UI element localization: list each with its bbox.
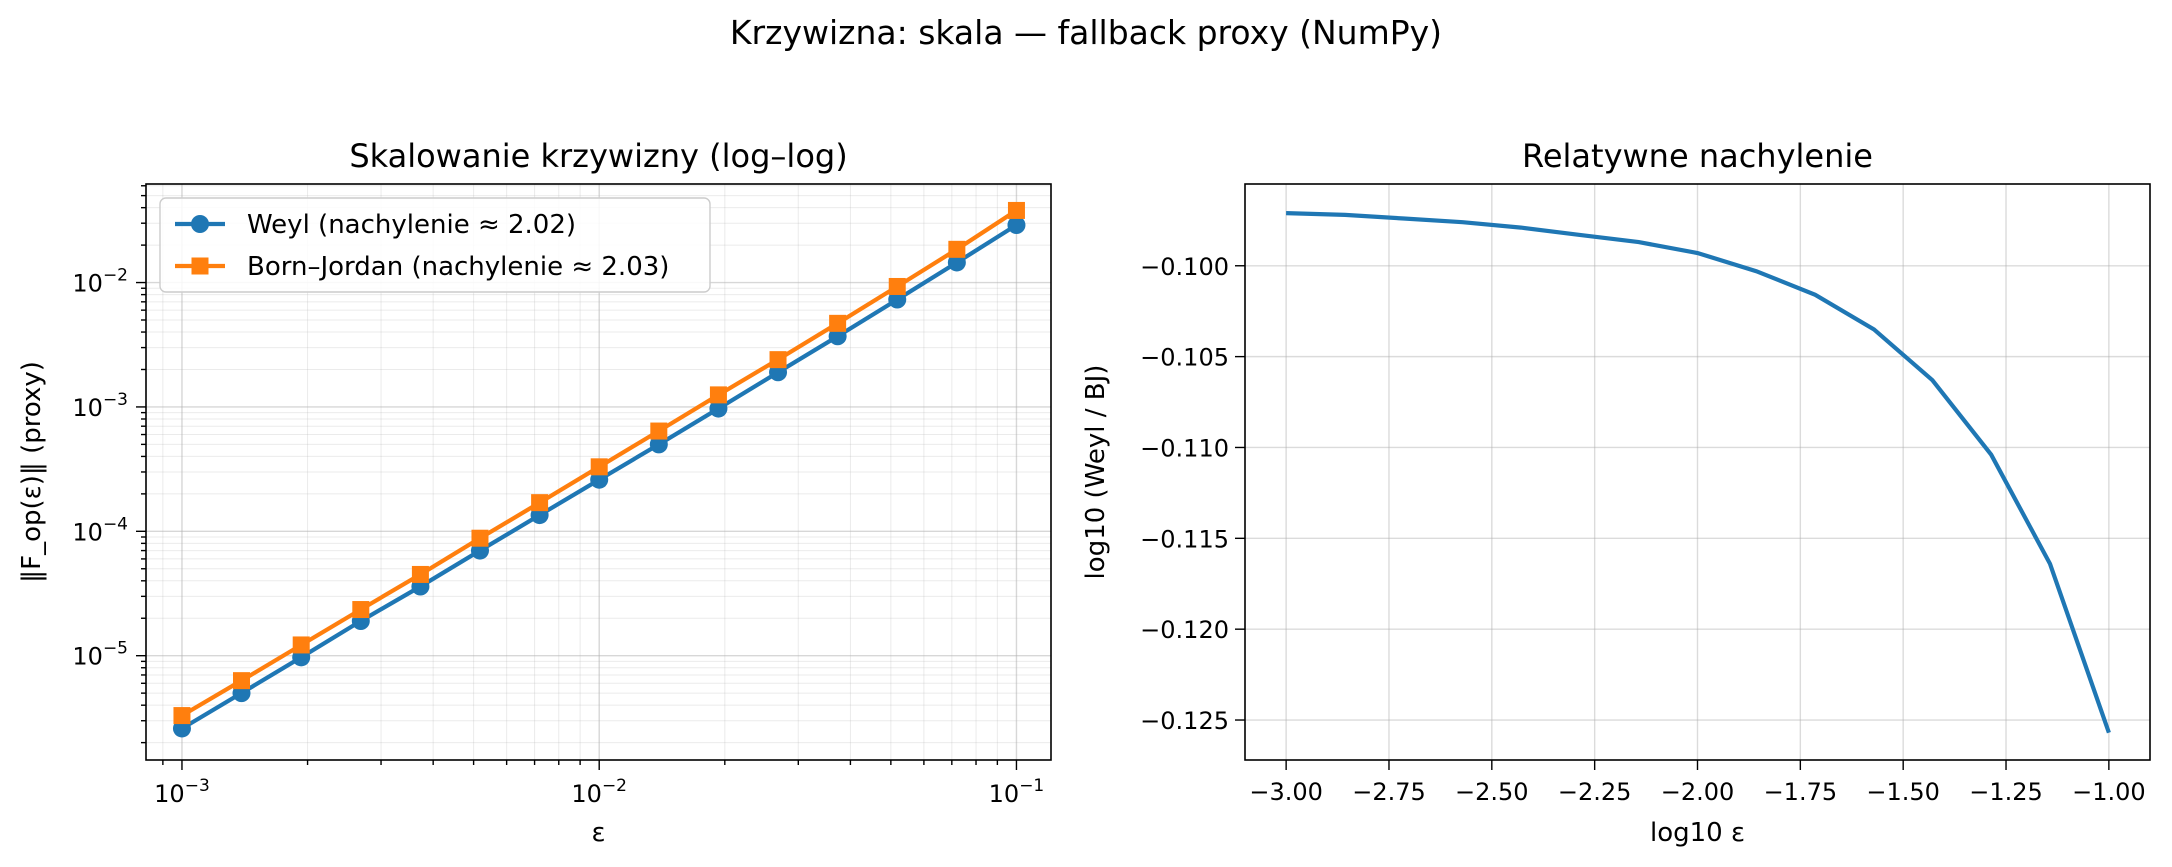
weyl-marker <box>709 399 728 418</box>
x-axis-label: log10 ε <box>1650 818 1745 848</box>
x-tick-label: −2.75 <box>1352 778 1426 806</box>
tick-base: 10 <box>989 780 1020 808</box>
x-tick-label: −2.50 <box>1455 778 1529 806</box>
tick-exponent: −2 <box>103 266 128 286</box>
legend-entry: Weyl (nachylenie ≈ 2.02) <box>247 210 576 240</box>
tick-base: 10 <box>72 270 103 298</box>
born-jordan-marker <box>829 314 847 332</box>
relative-slope-line <box>1286 211 2111 734</box>
x-tick-label: −1.00 <box>2072 778 2146 806</box>
x-tick-label: −3.00 <box>1249 778 1323 806</box>
x-tick-label: −2.00 <box>1661 778 1735 806</box>
tick-base: 10 <box>72 518 103 546</box>
tick-base: 10 <box>72 394 103 422</box>
legend-swatch-marker <box>191 215 209 233</box>
born-jordan-marker <box>173 707 191 725</box>
y-tick-label: −0.105 <box>1140 344 1229 372</box>
born-jordan-marker <box>769 351 787 369</box>
grid-lines <box>1245 184 2150 760</box>
born-jordan-marker <box>590 458 608 476</box>
legend-swatch-marker <box>191 257 209 275</box>
tick-exponent: −3 <box>103 390 128 410</box>
born-jordan-marker <box>292 636 310 654</box>
born-jordan-marker <box>709 386 727 404</box>
tick-exponent: −5 <box>103 639 128 659</box>
tick-base: 10 <box>72 643 103 671</box>
weyl-marker <box>947 253 966 272</box>
legend-entry: Born–Jordan (nachylenie ≈ 2.03) <box>247 252 669 282</box>
x-tick-label: −2.25 <box>1558 778 1632 806</box>
born-jordan-marker <box>352 601 370 619</box>
tick-base: 10 <box>154 780 185 808</box>
y-tick-label: −0.110 <box>1140 434 1229 462</box>
born-jordan-marker <box>948 240 966 258</box>
weyl-marker <box>1007 216 1026 235</box>
x-tick-label: −1.50 <box>1866 778 1940 806</box>
legend: Weyl (nachylenie ≈ 2.02) Born–Jordan (nac… <box>159 197 711 293</box>
y-tick-label: −0.120 <box>1140 616 1229 644</box>
y-axis-label: ‖F_op(ε)‖ (proxy) <box>17 361 47 583</box>
figure-suptitle: Krzywizna: skala — fallback proxy (NumPy… <box>730 13 1442 52</box>
legend-box <box>159 197 711 293</box>
x-tick-label: 10−3 <box>154 776 210 808</box>
tick-exponent: −2 <box>602 776 627 796</box>
y-axis-label: log10 (Weyl / BJ) <box>1081 365 1111 580</box>
born-jordan-marker <box>888 277 906 295</box>
y-tick-label: 10−3 <box>72 390 128 422</box>
y-tick-label: 10−2 <box>72 266 128 298</box>
tick-exponent: −4 <box>103 514 128 534</box>
weyl-marker <box>888 290 907 309</box>
axes-frame <box>145 183 1052 761</box>
y-tick-label: 10−4 <box>72 514 128 546</box>
y-tick-label: −0.125 <box>1140 707 1229 735</box>
tick-base: 10 <box>571 780 602 808</box>
y-tick-label: −0.115 <box>1140 525 1229 553</box>
chart-title: Skalowanie krzywizny (log–log) <box>349 137 847 175</box>
chart-title: Relatywne nachylenie <box>1522 137 1873 175</box>
born-jordan-marker <box>650 422 668 440</box>
x-tick-label: −1.25 <box>1969 778 2043 806</box>
born-jordan-marker <box>1007 201 1025 219</box>
tick-exponent: −3 <box>185 776 210 796</box>
born-jordan-marker <box>233 672 251 690</box>
x-axis-label: ε <box>591 818 605 848</box>
born-jordan-marker <box>531 494 549 512</box>
tick-exponent: −1 <box>1019 776 1044 796</box>
x-tick-label: 10−1 <box>989 776 1045 808</box>
born-jordan-marker <box>411 565 429 583</box>
born-jordan-marker <box>471 529 489 547</box>
x-tick-label: 10−2 <box>571 776 627 808</box>
axes-frame <box>1244 183 2151 761</box>
x-tick-label: −1.75 <box>1764 778 1838 806</box>
y-tick-label: −0.100 <box>1140 253 1229 281</box>
y-tick-label: 10−5 <box>72 639 128 671</box>
relative-slope-chart: −3.00 −2.75 −2.50 −2.25 −2.00 −1.75 −1.50 −1.25… <box>1081 137 2151 848</box>
weyl-marker <box>649 435 668 454</box>
